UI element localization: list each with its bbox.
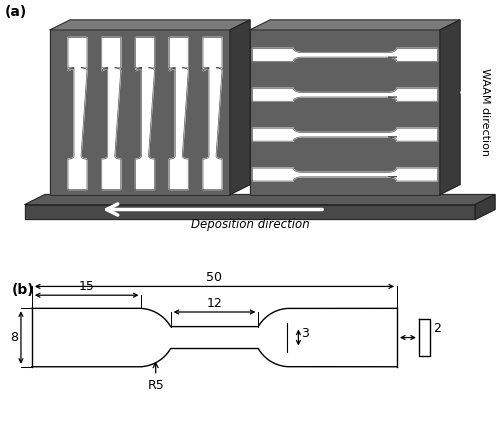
Polygon shape <box>169 37 188 190</box>
Text: 3: 3 <box>302 327 309 341</box>
Text: Deposition direction: Deposition direction <box>190 218 310 231</box>
Polygon shape <box>230 20 250 194</box>
Polygon shape <box>250 20 460 30</box>
Polygon shape <box>440 20 460 194</box>
Text: (a): (a) <box>5 5 27 19</box>
Polygon shape <box>25 194 495 205</box>
Polygon shape <box>102 37 121 190</box>
Polygon shape <box>475 194 495 219</box>
Polygon shape <box>250 30 440 194</box>
Polygon shape <box>252 49 438 61</box>
Text: 8: 8 <box>10 331 18 344</box>
Text: 50: 50 <box>206 271 222 284</box>
Polygon shape <box>252 88 438 101</box>
Polygon shape <box>50 30 230 194</box>
Polygon shape <box>50 20 250 30</box>
Polygon shape <box>252 128 438 141</box>
Text: 2: 2 <box>434 322 442 335</box>
Polygon shape <box>203 37 222 190</box>
Text: WAAM direction: WAAM direction <box>480 68 490 156</box>
Text: (b): (b) <box>12 283 34 297</box>
Polygon shape <box>252 168 438 181</box>
Polygon shape <box>136 37 154 190</box>
Text: 15: 15 <box>78 280 94 293</box>
Polygon shape <box>68 37 87 190</box>
Text: R5: R5 <box>148 363 164 391</box>
Polygon shape <box>25 205 475 219</box>
Text: 12: 12 <box>206 297 222 310</box>
